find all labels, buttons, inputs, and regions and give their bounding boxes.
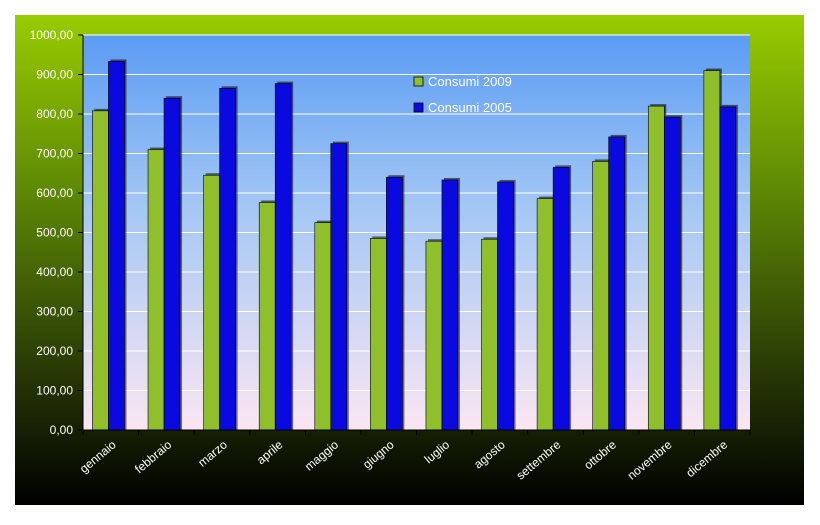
bar-series-2	[163, 97, 181, 431]
legend-swatch	[413, 76, 424, 87]
bar-series-1	[592, 161, 609, 431]
gridlines	[83, 34, 750, 391]
bar-series-1	[92, 110, 109, 431]
legend: Consumi 2009 Consumi 2005	[413, 74, 512, 115]
bar-series-1	[258, 202, 276, 431]
y-tick-label: 700,00	[36, 147, 73, 161]
y-tick-label: 600,00	[36, 186, 73, 200]
bar-series-1	[314, 222, 332, 431]
y-tick-label: 300,00	[36, 305, 73, 319]
bar-series-1	[203, 174, 220, 431]
bar-series-2	[219, 88, 236, 431]
bar-series-2	[663, 116, 681, 431]
legend-label: Consumi 2009	[428, 74, 512, 89]
y-tick-label: 900,00	[36, 68, 73, 82]
bar-series-1	[536, 198, 554, 431]
bars	[92, 59, 738, 431]
bar-series-1	[425, 240, 443, 431]
y-tick-label: 800,00	[36, 107, 73, 121]
y-tick-label: 0,00	[50, 423, 74, 437]
bar-series-1	[703, 70, 721, 431]
bar-series-2	[330, 143, 348, 431]
bar-series-1	[647, 105, 665, 431]
legend-label: Consumi 2005	[428, 100, 512, 115]
bar-series-2	[719, 106, 737, 431]
y-tick-label: 200,00	[36, 344, 73, 358]
y-tick-label: 1000,00	[30, 28, 74, 42]
bar-series-2	[386, 176, 403, 431]
bar-series-2	[441, 179, 459, 431]
legend-swatch	[413, 102, 424, 113]
bar-series-2	[497, 181, 514, 431]
bar-series-2	[108, 61, 125, 431]
bar-series-2	[608, 136, 625, 431]
y-tick-label: 500,00	[36, 226, 73, 240]
y-tick-label: 400,00	[36, 265, 73, 279]
bar-series-1	[147, 149, 165, 431]
y-tick-label: 100,00	[36, 384, 73, 398]
bar-series-1	[481, 238, 498, 431]
bar-series-1	[370, 238, 387, 431]
bar-series-2	[274, 83, 292, 431]
bar-series-2	[552, 167, 570, 431]
